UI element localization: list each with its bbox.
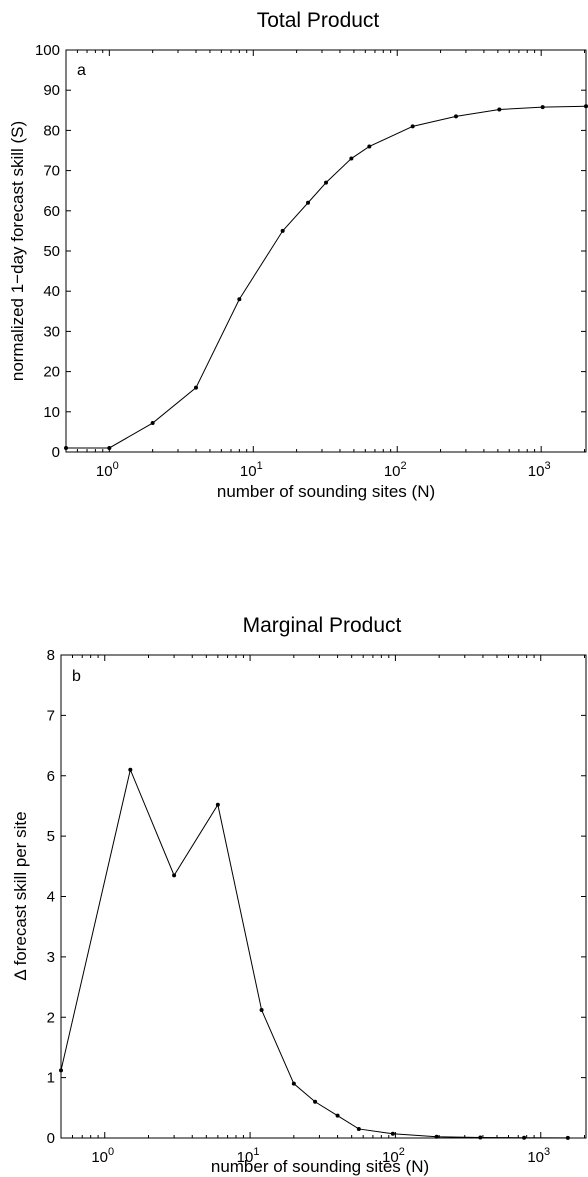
- data-point: [434, 1134, 439, 1139]
- y-tick-label: 100: [35, 42, 60, 59]
- x-tick-label: 100: [96, 460, 119, 480]
- data-point: [194, 385, 198, 390]
- x-axis-label: number of sounding sites (N): [217, 482, 435, 501]
- y-tick-label: 20: [43, 364, 60, 381]
- x-tick-label: 101: [240, 460, 263, 480]
- chart-panel-total-product: Total Product a number of sounding sites…: [8, 9, 588, 501]
- x-axis-label: number of sounding sites (N): [211, 1157, 429, 1176]
- y-tick-label: 4: [47, 889, 55, 906]
- y-tick-label: 7: [47, 707, 55, 724]
- y-tick-label: 8: [47, 647, 55, 664]
- plot-frame: [65, 49, 587, 453]
- data-point: [172, 873, 177, 878]
- x-tick-label: 100: [91, 1146, 114, 1166]
- data-point: [356, 1126, 361, 1131]
- data-point: [497, 107, 502, 112]
- y-axis-label: normalized 1−day forecast skill (S): [8, 121, 27, 381]
- chart-title: Total Product: [257, 9, 380, 32]
- data-point: [565, 1135, 570, 1140]
- data-point: [540, 105, 545, 110]
- series-marks: [59, 767, 570, 1140]
- y-tick-label: 6: [47, 768, 55, 785]
- axis-ticks: 0 1 2 3 4 5 6 7 8 100 101 102 103: [47, 647, 586, 1166]
- data-point: [128, 767, 133, 772]
- y-tick-label: 0: [52, 444, 60, 461]
- data-point: [59, 1068, 63, 1073]
- x-tick-label: 101: [237, 1146, 260, 1166]
- data-point: [64, 445, 68, 450]
- y-tick-label: 80: [43, 122, 60, 139]
- data-point: [584, 104, 588, 109]
- data-point: [150, 421, 155, 426]
- data-point: [280, 228, 285, 233]
- data-point: [367, 144, 372, 149]
- y-tick-label: 90: [43, 82, 60, 99]
- series-marks: [64, 104, 588, 450]
- panel-label: b: [72, 668, 81, 685]
- data-point: [335, 1113, 340, 1118]
- data-point: [324, 180, 328, 185]
- data-point: [259, 1008, 264, 1013]
- data-point: [522, 1135, 527, 1140]
- y-tick-label: 0: [47, 1130, 55, 1147]
- y-tick-label: 3: [47, 949, 55, 966]
- y-tick-label: 5: [47, 828, 55, 845]
- data-point: [313, 1099, 318, 1104]
- x-tick-label: 102: [384, 460, 407, 480]
- y-tick-label: 50: [43, 243, 60, 260]
- chart-panel-marginal-product: Marginal Product b number of sounding si…: [11, 614, 587, 1176]
- series-line: [60, 768, 568, 1139]
- data-point: [306, 200, 311, 205]
- series-line: [66, 105, 587, 449]
- data-point: [454, 114, 458, 119]
- y-tick-label: 10: [43, 404, 60, 421]
- chart-title: Marginal Product: [243, 614, 402, 637]
- y-tick-label: 40: [43, 283, 60, 300]
- data-point: [237, 297, 242, 302]
- y-axis-label: Δ forecast skill per site: [11, 811, 30, 980]
- y-tick-label: 30: [43, 323, 60, 340]
- plot-frame: [60, 654, 587, 1139]
- y-tick-label: 60: [43, 203, 60, 220]
- y-tick-label: 2: [47, 1009, 55, 1026]
- data-point: [349, 156, 354, 161]
- data-point: [410, 124, 415, 129]
- data-point: [478, 1135, 483, 1140]
- x-tick-label: 103: [527, 1146, 550, 1166]
- data-point: [215, 802, 220, 807]
- data-point: [107, 445, 112, 450]
- axis-ticks: 0 10 20 30 40 50 60 70 80 90 100 100 101 102 103: [35, 42, 586, 480]
- x-tick-label: 102: [382, 1146, 405, 1166]
- x-tick-label: 103: [528, 460, 551, 480]
- data-point: [390, 1131, 395, 1136]
- data-point: [291, 1081, 296, 1086]
- y-tick-label: 70: [43, 163, 60, 180]
- panel-label: a: [77, 62, 86, 79]
- y-tick-label: 1: [47, 1070, 55, 1087]
